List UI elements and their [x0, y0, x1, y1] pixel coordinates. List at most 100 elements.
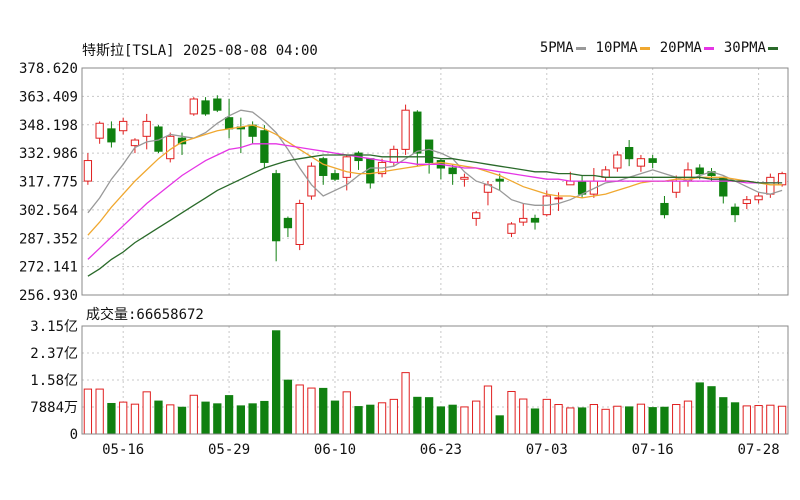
- candle: [389, 145, 398, 167]
- volume-bar: [566, 407, 575, 435]
- candle-body: [777, 173, 787, 186]
- volume-bar: [177, 406, 187, 435]
- candle: [648, 154, 657, 169]
- volume-bar: [413, 396, 422, 435]
- ma-legend-item-5pma: 5PMA: [540, 40, 586, 56]
- volume-bar: [472, 400, 481, 435]
- volume-tick-label: 0: [70, 427, 78, 443]
- volume-bar: [613, 405, 622, 435]
- candle: [295, 199, 304, 251]
- volume-bar: [519, 398, 528, 435]
- candle: [307, 162, 316, 200]
- price-tick-label: 256.930: [19, 288, 78, 304]
- volume-bar: [601, 408, 610, 435]
- candle-body: [519, 217, 528, 223]
- volume-bar: [483, 385, 493, 435]
- volume-bar: [201, 401, 210, 435]
- candle-body: [189, 98, 198, 115]
- price-tick-label: 272.141: [19, 260, 78, 276]
- candle: [636, 154, 646, 172]
- candle-body: [95, 122, 104, 139]
- x-tick-label: 05-16: [102, 442, 144, 458]
- candle: [260, 125, 269, 169]
- candle-body: [401, 109, 410, 150]
- price-tick-label: 378.620: [19, 61, 78, 77]
- candle: [495, 173, 504, 191]
- candle: [601, 166, 610, 182]
- candle: [189, 97, 198, 116]
- ma-line-20pma: [87, 143, 783, 260]
- volume-bar: [695, 382, 704, 435]
- candle-body: [119, 120, 128, 132]
- volume-bar: [236, 405, 245, 435]
- volume-bar: [224, 395, 234, 435]
- candle: [530, 214, 540, 230]
- candle-body: [530, 217, 540, 223]
- candle-body: [636, 158, 646, 167]
- volume-bar: [672, 404, 681, 435]
- volume-bar: [130, 403, 140, 435]
- candle-body: [424, 139, 434, 163]
- volume-bar: [330, 400, 340, 435]
- volume-bar: [83, 388, 93, 435]
- candle: [413, 110, 422, 167]
- candle-body: [260, 130, 269, 163]
- volume-bar: [460, 406, 469, 435]
- volume-bar: [554, 404, 563, 435]
- candle-body: [730, 206, 740, 216]
- volume-bar: [766, 404, 775, 435]
- price-frame: [81, 67, 789, 296]
- volume-bar: [707, 386, 716, 435]
- volume-bar: [154, 400, 163, 435]
- candle: [130, 138, 140, 154]
- volume-bar: [495, 415, 504, 435]
- volume-bar: [342, 391, 351, 435]
- candle-body: [613, 154, 622, 169]
- chart-title: 特斯拉[TSLA] 2025-08-08 04:00: [82, 43, 318, 59]
- candle-body: [142, 120, 151, 137]
- candle: [401, 104, 410, 155]
- candle: [95, 121, 104, 144]
- volume-tick-label: 1.58亿: [30, 373, 78, 389]
- volume-bar: [119, 401, 128, 435]
- candle-body: [342, 156, 351, 178]
- candle: [460, 173, 469, 187]
- candle-body: [130, 139, 140, 147]
- volume-bar: [319, 387, 328, 435]
- candle: [107, 121, 116, 148]
- candle-body: [154, 126, 163, 152]
- candle: [754, 192, 763, 204]
- candle: [119, 117, 128, 135]
- ma-line-5pma: [87, 109, 783, 214]
- candle: [742, 196, 751, 210]
- candle-body: [389, 148, 398, 163]
- candle-body: [319, 158, 328, 176]
- volume-tick-label: 3.15亿: [30, 319, 78, 335]
- candle-body: [330, 173, 340, 180]
- candle: [224, 99, 234, 139]
- candle: [472, 210, 481, 226]
- volume-bar: [260, 400, 269, 435]
- volume-bar: [636, 403, 646, 435]
- price-tick-label: 287.352: [19, 231, 78, 247]
- volume-bar: [507, 390, 516, 435]
- candle-body: [766, 176, 775, 195]
- volume-bar: [189, 394, 198, 435]
- volume-bar: [448, 404, 457, 435]
- ma-legend-swatch: [639, 46, 650, 50]
- candle: [330, 169, 340, 182]
- candle: [448, 164, 457, 185]
- volume-bar: [213, 403, 222, 435]
- candle-body: [448, 167, 457, 175]
- candle: [83, 153, 93, 185]
- volume-bar: [436, 406, 446, 435]
- candle-body: [201, 100, 210, 115]
- candle: [683, 162, 693, 187]
- volume-bar: [683, 400, 693, 435]
- volume-bar: [95, 388, 104, 435]
- volume-title: 成交量:66658672: [86, 306, 204, 323]
- candle-body: [625, 147, 634, 160]
- volume-bar: [648, 407, 657, 435]
- ma-legend-swatch: [575, 46, 586, 50]
- volume-bar: [366, 404, 375, 435]
